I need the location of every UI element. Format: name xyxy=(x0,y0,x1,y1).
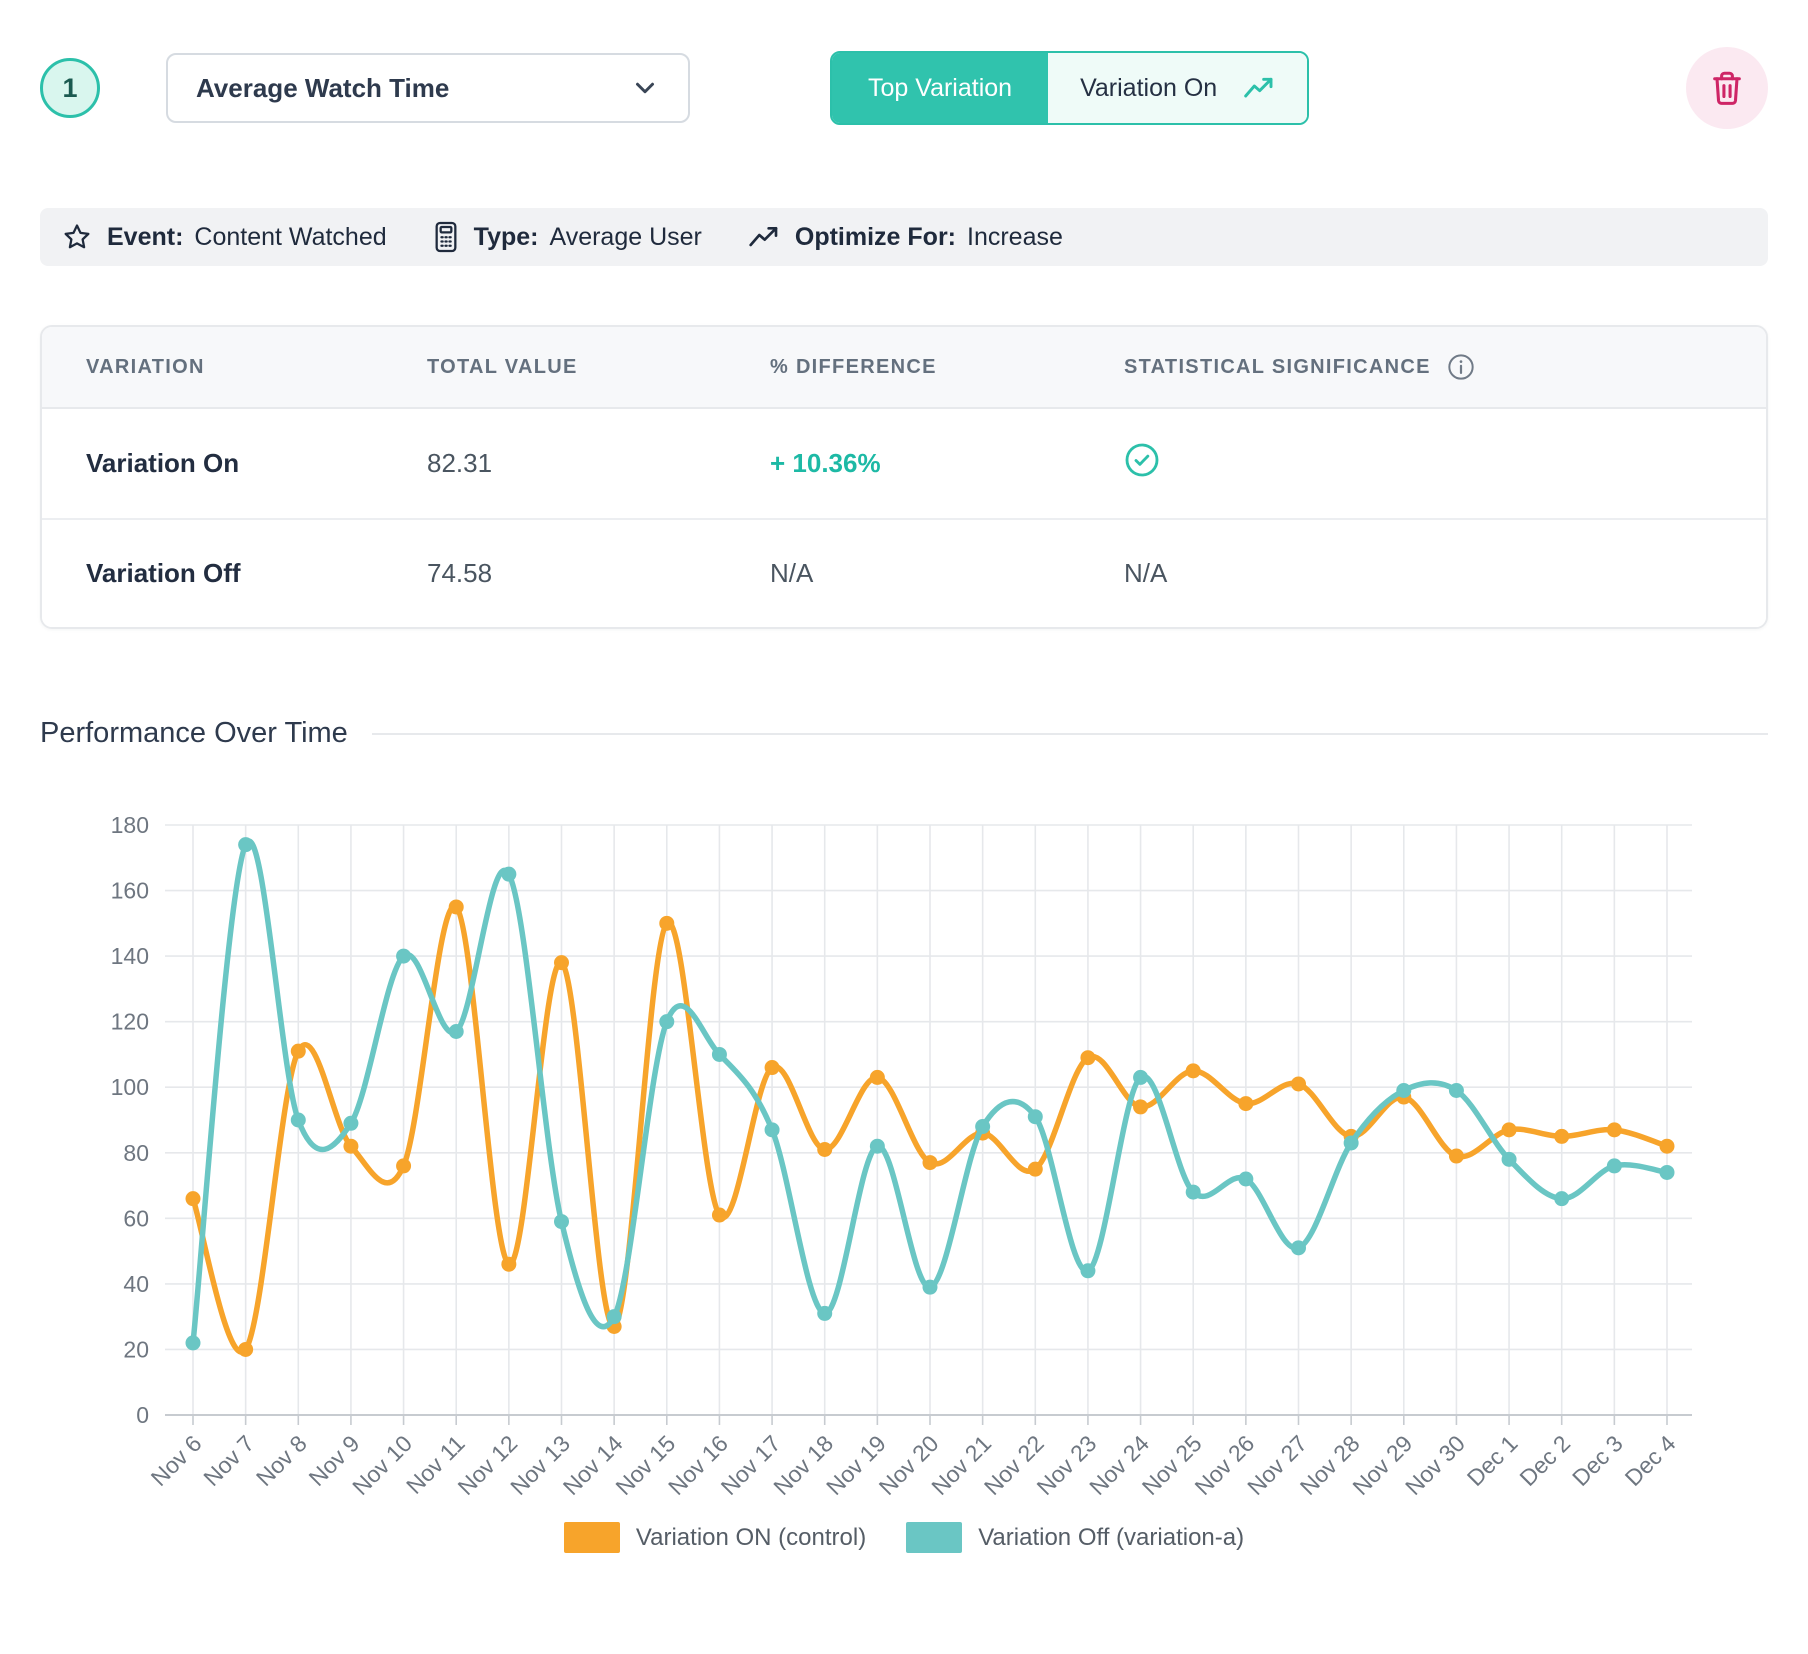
legend-swatch-orange xyxy=(563,1522,620,1553)
col-variation: VARIATION xyxy=(86,355,205,378)
col-total-value: TOTAL VALUE xyxy=(427,355,578,378)
toggle-top-variation[interactable]: Top Variation xyxy=(832,53,1049,123)
summary-type-value: Average User xyxy=(549,222,702,251)
legend-swatch-teal xyxy=(906,1522,963,1553)
col-significance: STATISTICAL SIGNIFICANCE xyxy=(1080,353,1766,381)
table-row: Variation Off 74.58 N/A N/A xyxy=(42,518,1766,627)
summary-event-value: Content Watched xyxy=(194,222,387,251)
section-divider xyxy=(371,732,1768,735)
legend-label: Variation Off (variation-a) xyxy=(978,1523,1245,1551)
summary-event-label: Event: xyxy=(107,222,184,251)
svg-text:Dec 1: Dec 1 xyxy=(1462,1430,1523,1491)
variation-toggle: Top Variation Variation On xyxy=(830,51,1310,125)
summary-optimize-label: Optimize For: xyxy=(794,222,956,251)
row-difference: + 10.36% xyxy=(770,448,881,478)
svg-text:Nov 10: Nov 10 xyxy=(347,1430,417,1500)
toggle-variation-on[interactable]: Variation On xyxy=(1048,53,1308,123)
variation-results-table: VARIATION TOTAL VALUE % DIFFERENCE STATI… xyxy=(40,325,1768,629)
svg-text:Dec 4: Dec 4 xyxy=(1620,1430,1681,1491)
svg-text:Dec 2: Dec 2 xyxy=(1514,1430,1575,1491)
section-title: Performance Over Time xyxy=(40,717,348,749)
star-icon xyxy=(62,222,92,252)
toggle-top-variation-label: Top Variation xyxy=(868,73,1013,102)
svg-text:100: 100 xyxy=(111,1074,149,1100)
calculator-icon xyxy=(433,221,459,253)
toggle-variation-on-label: Variation On xyxy=(1080,73,1218,102)
info-icon[interactable] xyxy=(1447,353,1475,381)
metric-control-row: 1 Average Watch Time Top Variation Varia… xyxy=(40,47,1768,129)
metric-dropdown-value: Average Watch Time xyxy=(196,72,450,103)
summary-optimize: Optimize For: Increase xyxy=(748,223,1063,252)
legend-label: Variation ON (control) xyxy=(635,1523,867,1551)
svg-text:60: 60 xyxy=(123,1205,149,1231)
row-significance xyxy=(1080,442,1766,485)
svg-text:160: 160 xyxy=(111,878,149,904)
svg-text:140: 140 xyxy=(111,943,149,969)
row-significance: N/A xyxy=(1124,558,1168,588)
performance-chart: 0 20 40 60 80 100 120 140 160 180 Nov 6 Nov 7 Nov 8 N… xyxy=(40,780,1768,1553)
chart-legend: Variation ON (control) Variation Off (va… xyxy=(40,1522,1768,1553)
chevron-down-icon xyxy=(630,73,660,103)
metric-index-badge: 1 xyxy=(40,58,100,118)
summary-optimize-value: Increase xyxy=(967,222,1063,251)
svg-text:20: 20 xyxy=(123,1336,149,1362)
performance-section-header: Performance Over Time xyxy=(40,717,1768,750)
legend-item-variation-on[interactable]: Variation ON (control) xyxy=(563,1522,867,1553)
svg-text:0: 0 xyxy=(136,1402,149,1428)
col-difference: % DIFFERENCE xyxy=(770,355,937,378)
svg-text:Nov 8: Nov 8 xyxy=(251,1430,312,1491)
summary-type-label: Type: xyxy=(473,222,539,251)
svg-text:120: 120 xyxy=(111,1009,149,1035)
metric-dropdown[interactable]: Average Watch Time xyxy=(166,53,690,123)
row-difference: N/A xyxy=(770,558,814,588)
check-circle-icon xyxy=(1124,442,1160,478)
row-total-value: 74.58 xyxy=(427,558,493,588)
table-row: Variation On 82.31 + 10.36% xyxy=(42,409,1766,518)
metric-index-number: 1 xyxy=(62,72,78,103)
svg-text:Nov 7: Nov 7 xyxy=(198,1430,259,1491)
summary-type: Type: Average User xyxy=(433,221,702,253)
trend-up-icon xyxy=(748,224,780,250)
trend-up-icon xyxy=(1243,75,1275,101)
row-variation-name: Variation Off xyxy=(86,558,241,588)
svg-text:Nov 6: Nov 6 xyxy=(146,1430,207,1491)
row-total-value: 82.31 xyxy=(427,448,493,478)
summary-event: Event: Content Watched xyxy=(62,222,387,252)
row-variation-name: Variation On xyxy=(86,448,240,478)
svg-text:Dec 3: Dec 3 xyxy=(1567,1430,1628,1491)
svg-text:40: 40 xyxy=(123,1271,149,1297)
metric-summary-bar: Event: Content Watched Type: Average Use… xyxy=(40,208,1768,266)
trash-icon xyxy=(1708,68,1746,108)
delete-metric-button[interactable] xyxy=(1686,47,1768,129)
col-significance-label: STATISTICAL SIGNIFICANCE xyxy=(1124,355,1431,378)
svg-text:80: 80 xyxy=(123,1140,149,1166)
svg-text:180: 180 xyxy=(111,812,149,838)
legend-item-variation-off[interactable]: Variation Off (variation-a) xyxy=(906,1522,1244,1553)
svg-text:Nov 30: Nov 30 xyxy=(1400,1430,1470,1500)
table-header-row: VARIATION TOTAL VALUE % DIFFERENCE STATI… xyxy=(42,327,1766,409)
